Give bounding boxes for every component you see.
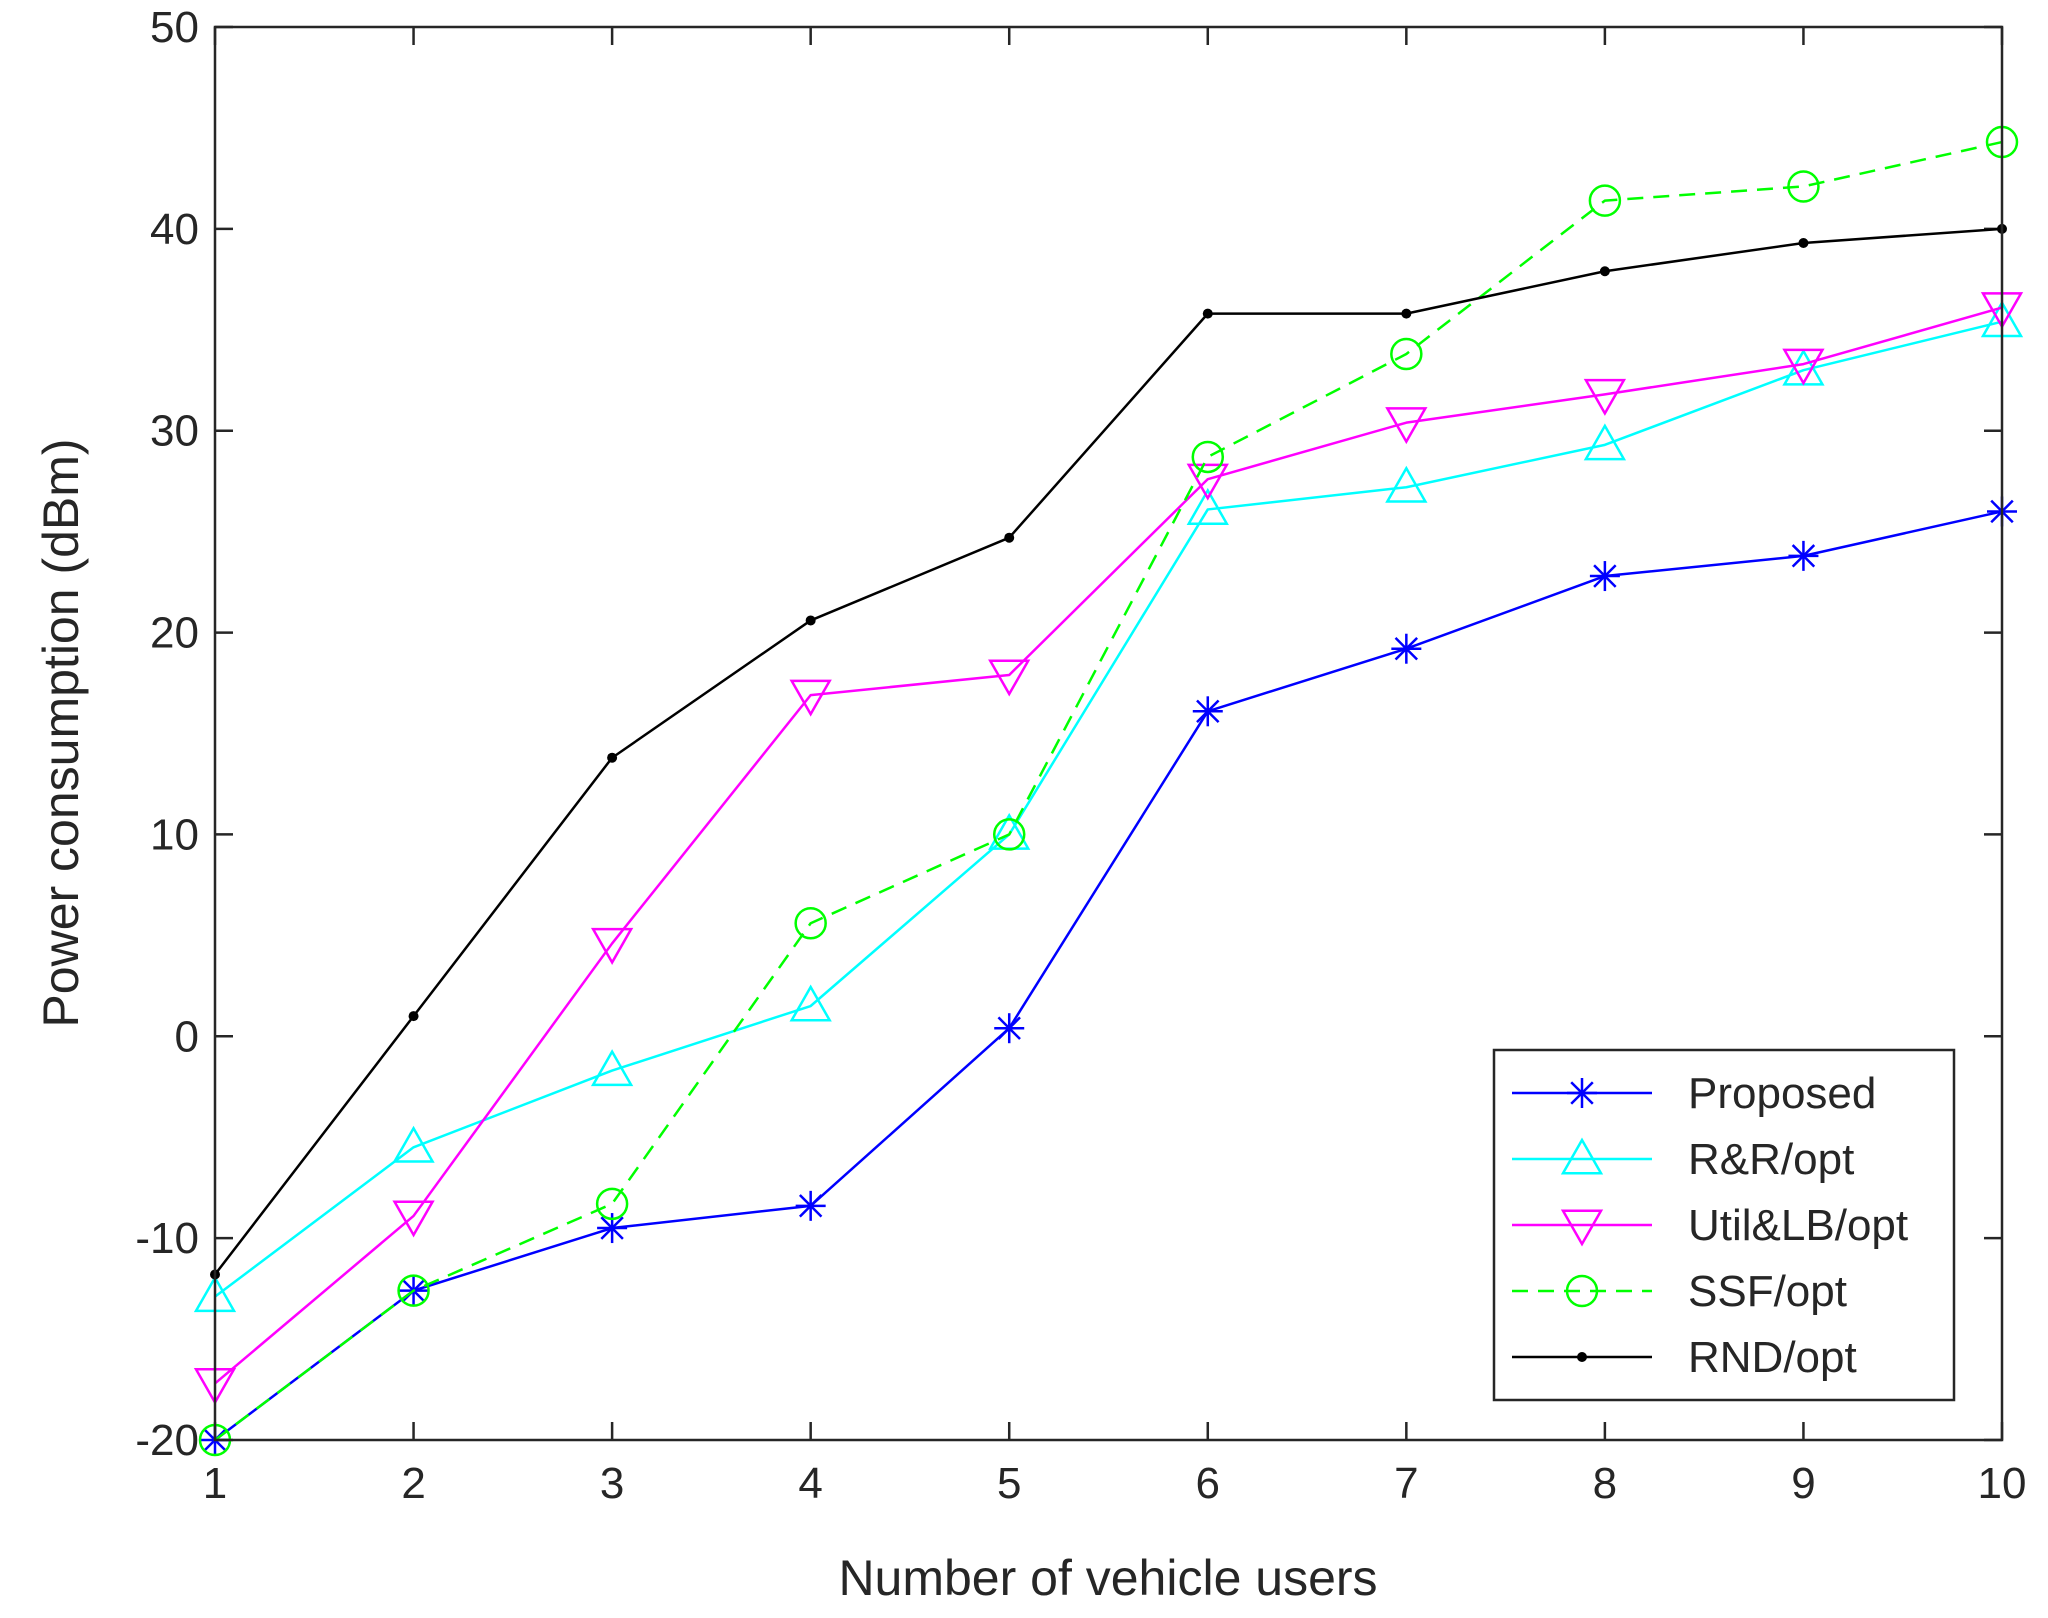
data-point-r-r-opt [789, 984, 832, 1022]
data-point-util-lb-opt [392, 1200, 435, 1238]
data-point-r-r-opt [392, 1125, 435, 1163]
series-line-r-r-opt [214, 320, 2003, 1298]
ticks-layer: 1 2 3 4 5 6 7 8 9 10 -20 -10 0 10 20 30 40 50 [135, 3, 2026, 1508]
series-line-proposed [214, 510, 2003, 1441]
x-tick-label: 10 [1978, 1459, 2027, 1508]
x-tick-label: 6 [1196, 1459, 1220, 1508]
data-point-util-lb-opt [1186, 463, 1229, 501]
x-axis-label: Number of vehicle users [838, 1550, 1377, 1606]
data-point-util-lb-opt [1385, 407, 1428, 445]
y-tick-label: 30 [150, 407, 199, 456]
data-point-proposed [1391, 633, 1422, 664]
data-point-ssf-opt [1588, 184, 1622, 217]
data-point-ssf-opt [794, 906, 827, 940]
data-point-r-r-opt [1385, 465, 1428, 503]
legend-marker-rnd-opt [1577, 1352, 1587, 1362]
data-point-proposed [1589, 561, 1620, 592]
data-point-util-lb-opt [789, 679, 832, 717]
data-point-rnd-opt [607, 752, 618, 763]
legend-label-r-r-opt: R&R/opt [1688, 1135, 1854, 1184]
data-point-r-r-opt [1186, 487, 1229, 525]
x-tick-label: 9 [1791, 1459, 1815, 1508]
data-point-ssf-opt [1191, 440, 1225, 474]
data-point-r-r-opt [1583, 423, 1627, 461]
y-tick-label: 10 [150, 810, 199, 859]
data-point-util-lb-opt [988, 659, 1031, 697]
y-axis-label: Power consumption (dBm) [33, 438, 89, 1027]
legend-label-rnd-opt: RND/opt [1688, 1333, 1857, 1382]
series-rnd-opt [210, 223, 2007, 1280]
data-point-ssf-opt [1390, 337, 1423, 371]
y-tick-label: -10 [135, 1214, 199, 1263]
data-point-rnd-opt [805, 615, 816, 626]
series-line-util-lb-opt [214, 306, 2003, 1385]
data-point-util-lb-opt [1583, 378, 1627, 416]
data-point-util-lb-opt [590, 927, 634, 965]
data-point-proposed [597, 1213, 628, 1244]
y-tick-label: -20 [135, 1416, 199, 1465]
x-tick-label: 3 [600, 1459, 624, 1508]
data-point-r-r-opt [590, 1049, 634, 1087]
legend-marker-proposed [1567, 1078, 1597, 1108]
data-point-ssf-opt [1787, 170, 1820, 203]
data-point-proposed [994, 1013, 1025, 1044]
x-tick-label: 2 [401, 1459, 425, 1508]
data-point-rnd-opt [1401, 308, 1412, 319]
series-line-rnd-opt [214, 227, 2003, 1276]
y-tick-label: 0 [175, 1012, 199, 1061]
x-tick-label: 8 [1593, 1459, 1617, 1508]
plot-frame [213, 25, 2004, 1442]
legend-label-ssf-opt: SSF/opt [1688, 1267, 1847, 1316]
data-point-rnd-opt [1202, 308, 1213, 319]
data-point-proposed [795, 1190, 826, 1221]
legend-marker-r-r-opt [1560, 1137, 1604, 1175]
data-point-proposed [1788, 540, 1819, 571]
legend-label-proposed: Proposed [1688, 1069, 1876, 1118]
y-tick-label: 20 [150, 609, 199, 658]
x-tick-label: 5 [997, 1459, 1021, 1508]
data-point-ssf-opt [992, 818, 1026, 851]
data-point-util-lb-opt [1782, 348, 1825, 386]
data-point-ssf-opt [397, 1274, 430, 1307]
x-tick-label: 7 [1394, 1459, 1418, 1508]
data-point-rnd-opt [1599, 266, 1610, 277]
data-point-ssf-opt [595, 1187, 629, 1221]
x-tick-label: 4 [798, 1459, 822, 1508]
data-point-rnd-opt [408, 1011, 419, 1022]
series-layer [193, 125, 2024, 1457]
y-tick-label: 50 [150, 3, 199, 52]
data-point-proposed [1192, 696, 1223, 727]
legend-marker-util-lb-opt [1560, 1209, 1604, 1247]
x-tick-label: 1 [203, 1459, 227, 1508]
legend: Proposed R&R/opt Util&LB/opt SSF/opt RND/opt [1492, 1048, 1956, 1402]
series-util-lb-opt [193, 292, 2024, 1405]
y-tick-label: 40 [150, 205, 199, 254]
data-point-rnd-opt [1004, 532, 1015, 543]
legend-label-util-lb-opt: Util&LB/opt [1688, 1201, 1908, 1250]
legend-marker-ssf-opt [1565, 1274, 1599, 1308]
data-point-rnd-opt [1798, 237, 1809, 248]
